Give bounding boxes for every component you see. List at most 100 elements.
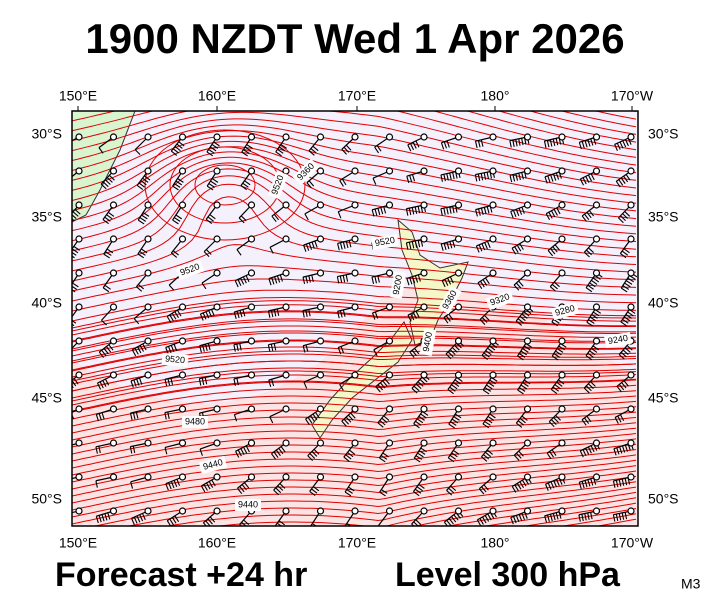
station	[489, 371, 497, 379]
barb-feather	[372, 312, 376, 320]
barb-feather	[511, 247, 517, 255]
barb-feather	[618, 217, 624, 224]
barb-feather	[453, 449, 460, 455]
barb-feather	[379, 420, 386, 426]
station	[420, 235, 428, 243]
barb-feather	[107, 512, 111, 520]
barb-feather	[485, 350, 492, 356]
barb-feather	[139, 250, 146, 256]
barb-feather	[453, 416, 460, 421]
barb-feather	[489, 379, 496, 385]
barb-feather	[374, 276, 378, 284]
barb-feather	[236, 487, 243, 495]
barb-feather	[100, 183, 107, 190]
barb-feather	[624, 282, 631, 288]
barb-feather	[584, 513, 587, 521]
station	[75, 439, 83, 447]
barb-feather	[130, 380, 134, 388]
station	[627, 439, 635, 447]
barb-feather	[620, 351, 627, 358]
station	[523, 303, 532, 311]
barb-feather	[176, 143, 183, 149]
barb-feather	[61, 481, 62, 488]
station	[454, 201, 463, 209]
barb-feather	[381, 417, 388, 424]
station	[558, 201, 566, 209]
barb-feather	[447, 389, 454, 395]
barb-feather	[341, 420, 347, 427]
station	[178, 473, 187, 481]
barb-feather	[550, 174, 554, 182]
barb-feather	[411, 523, 415, 526]
barb-feather	[277, 485, 284, 491]
station	[282, 473, 290, 481]
barb-feather	[587, 446, 592, 454]
barb-feather	[380, 454, 388, 460]
barb-feather	[587, 139, 591, 147]
barb-feather	[213, 141, 220, 147]
barb-feather	[412, 312, 417, 319]
barb-feather	[417, 274, 421, 282]
station	[454, 167, 463, 175]
barb-feather	[372, 177, 377, 185]
barb-feather	[544, 483, 549, 491]
barb-feather	[305, 243, 310, 251]
station	[282, 269, 290, 277]
barb-feather	[342, 309, 346, 317]
barb-feather	[337, 243, 340, 251]
lat-label: 50°S	[648, 491, 679, 507]
lon-label: 150°E	[59, 88, 97, 104]
barb-feather	[339, 310, 343, 318]
barb-feather	[483, 484, 489, 491]
barb-feather	[586, 249, 592, 256]
barb-feather	[171, 517, 177, 524]
barb-feather	[72, 323, 75, 327]
barb-feather	[211, 144, 219, 149]
barb-feather	[618, 479, 622, 487]
barb-feather	[486, 449, 493, 455]
contour-label-box	[182, 416, 208, 428]
barb-feather	[581, 481, 585, 489]
barb-feather	[245, 275, 250, 283]
station	[109, 371, 118, 379]
contour-line	[72, 325, 637, 357]
barb-feather	[521, 206, 525, 214]
barb-feather	[237, 279, 242, 286]
barb-feather	[103, 348, 109, 355]
barb-feather	[74, 209, 81, 215]
contour-line	[72, 406, 637, 448]
barb-feather	[242, 182, 249, 188]
barb-feather	[239, 486, 245, 493]
station	[213, 405, 221, 413]
station	[385, 337, 394, 345]
barb-feather	[239, 310, 243, 318]
station	[282, 337, 290, 345]
barb-feather	[208, 310, 212, 318]
barb-feather	[590, 279, 598, 285]
station	[420, 439, 428, 447]
barb-feather	[309, 490, 316, 497]
barb-feather	[592, 311, 600, 317]
station	[247, 405, 256, 413]
barb-feather	[578, 514, 581, 522]
barb-feather	[549, 514, 553, 522]
contour-line	[214, 486, 637, 526]
barb-feather	[207, 343, 211, 351]
barb-feather	[612, 480, 616, 488]
barb-feather	[522, 382, 529, 387]
barb-feather	[274, 276, 278, 284]
barb-feather	[519, 243, 524, 250]
station	[385, 201, 394, 209]
barb-feather	[515, 139, 518, 147]
contour-low	[144, 129, 306, 241]
station	[144, 303, 152, 311]
lon-label: 170°W	[611, 535, 654, 551]
barb-feather	[106, 177, 113, 183]
barb-feather	[303, 244, 307, 252]
barb-feather	[270, 343, 274, 352]
station	[489, 235, 497, 243]
barb-feather	[72, 285, 78, 290]
barb-feather	[176, 309, 182, 317]
barb-feather	[72, 211, 79, 217]
australia-coast	[72, 111, 136, 223]
